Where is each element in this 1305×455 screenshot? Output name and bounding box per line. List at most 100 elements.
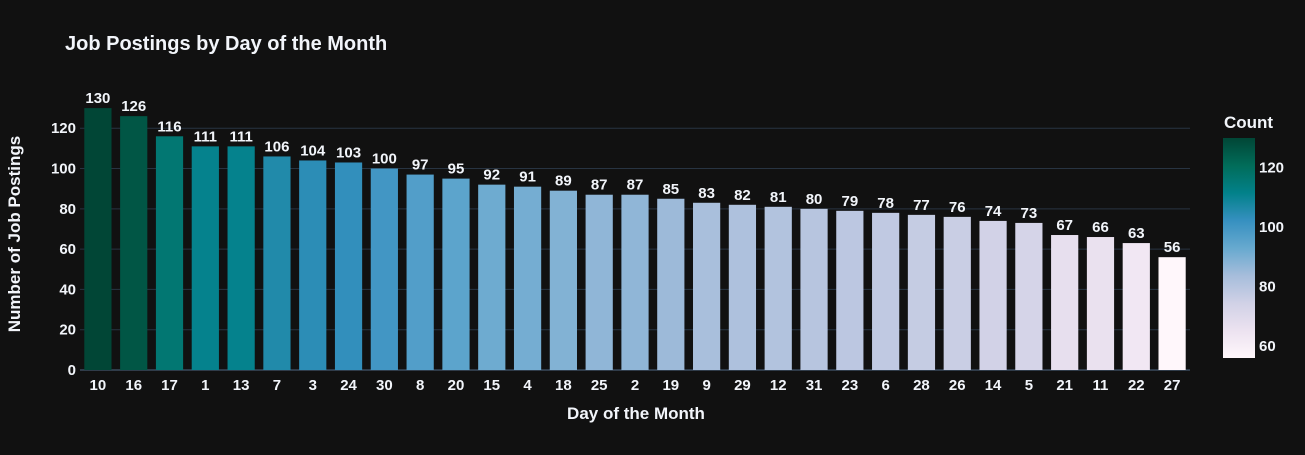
x-tick-label: 31: [806, 377, 823, 394]
x-tick-label: 2: [631, 377, 639, 394]
y-tick-label: 100: [51, 161, 76, 178]
bar: [442, 178, 470, 370]
y-axis-title: Number of Job Postings: [5, 136, 24, 332]
bar-value-label: 100: [372, 151, 397, 168]
x-tick-label: 12: [770, 377, 787, 394]
bar: [120, 116, 148, 370]
colorbar-gradient: [1223, 138, 1255, 358]
bar-value-label: 81: [770, 189, 787, 206]
x-tick-label: 10: [90, 377, 107, 394]
x-tick-label: 28: [913, 377, 930, 394]
bar-value-label: 74: [985, 203, 1002, 220]
bar-value-label: 56: [1164, 239, 1181, 256]
bar: [728, 204, 757, 370]
x-tick-label: 23: [841, 377, 858, 394]
bar: [1122, 243, 1150, 370]
bar-value-label: 63: [1128, 225, 1145, 242]
x-tick-label: 19: [662, 377, 679, 394]
x-tick-label: 8: [416, 377, 424, 394]
bar-value-label: 80: [806, 191, 823, 208]
bar-value-label: 87: [627, 177, 644, 194]
bar: [227, 146, 255, 370]
bar-value-label: 78: [877, 195, 894, 212]
x-tick-label: 22: [1128, 377, 1145, 394]
x-tick-label: 25: [591, 377, 608, 394]
x-tick-label: 29: [734, 377, 751, 394]
x-tick-label: 14: [985, 377, 1002, 394]
bar: [979, 220, 1007, 370]
colorbar-tick-label: 120: [1259, 160, 1284, 177]
y-axis-ticks: 0 20 40 60 80 100 120: [51, 120, 76, 379]
bar: [836, 210, 864, 370]
bar: [657, 198, 685, 370]
bar: [370, 168, 398, 370]
bar: [1015, 222, 1043, 370]
bar-value-label: 97: [412, 157, 429, 174]
bar-value-label: 89: [555, 173, 572, 190]
bar: [406, 174, 434, 370]
bar: [478, 184, 506, 370]
bar-value-label: 85: [662, 181, 679, 198]
bar-value-label: 77: [913, 197, 930, 214]
x-tick-label: 4: [523, 377, 532, 394]
y-tick-label: 60: [59, 241, 76, 258]
bar-value-label: 83: [698, 185, 715, 202]
bar-value-label: 66: [1092, 219, 1109, 236]
bar-value-label: 76: [949, 199, 966, 216]
y-tick-label: 40: [59, 281, 76, 298]
bar: [84, 108, 112, 371]
bar-value-label: 92: [483, 167, 500, 184]
bar: [549, 190, 577, 370]
x-tick-label: 20: [448, 377, 465, 394]
x-tick-label: 5: [1025, 377, 1033, 394]
x-tick-label: 7: [273, 377, 281, 394]
bar: [943, 216, 971, 370]
x-tick-label: 26: [949, 377, 966, 394]
bar-value-label: 126: [121, 98, 146, 115]
bar-value-label: 104: [300, 142, 326, 159]
bar-value-label: 91: [519, 169, 536, 186]
bar-value-label: 73: [1021, 205, 1038, 222]
bar: [299, 160, 327, 370]
y-tick-label: 120: [51, 120, 76, 137]
y-tick-label: 0: [68, 362, 76, 379]
bar: [1158, 257, 1186, 370]
bar-value-label: 106: [264, 138, 289, 155]
x-tick-label: 24: [340, 377, 357, 394]
bar: [621, 194, 649, 370]
x-tick-label: 13: [233, 377, 250, 394]
bar-value-label: 79: [841, 193, 858, 210]
x-tick-label: 30: [376, 377, 393, 394]
x-tick-label: 3: [309, 377, 317, 394]
colorbar-tick-label: 100: [1259, 219, 1284, 236]
bar: [191, 146, 219, 370]
colorbar-ticks: 60 80 100 120: [1259, 160, 1284, 355]
bar-value-label: 103: [336, 144, 361, 161]
x-axis-ticks: 10 16 17 1 13 7 3 24 30 8 20 15 4 18 25 2 19 9 29 12 31 23 6 28…: [90, 377, 1181, 394]
x-tick-label: 18: [555, 377, 572, 394]
bar-value-label: 82: [734, 187, 751, 204]
bar: [585, 194, 613, 370]
x-tick-label: 21: [1056, 377, 1073, 394]
y-tick-label: 80: [59, 201, 76, 218]
colorbar-title: Count: [1224, 113, 1273, 132]
bar: [1051, 235, 1079, 370]
bar-value-label: 130: [85, 90, 110, 107]
bar-value-label: 116: [157, 118, 181, 135]
bar-value-label: 95: [448, 161, 465, 178]
y-tick-label: 20: [59, 322, 76, 339]
x-tick-label: 27: [1164, 377, 1181, 394]
colorbar-tick-label: 80: [1259, 279, 1276, 296]
bar: [513, 186, 542, 370]
x-tick-label: 16: [125, 377, 142, 394]
bar-value-label: 111: [194, 128, 217, 145]
bar: [907, 214, 936, 370]
colorbar-tick-label: 60: [1259, 338, 1276, 355]
bar-value-label: 67: [1056, 217, 1073, 234]
colorbar: Count 60 80 100 120: [1223, 113, 1284, 358]
bar: [693, 202, 721, 370]
x-tick-label: 11: [1093, 377, 1109, 394]
bar: [263, 156, 291, 370]
